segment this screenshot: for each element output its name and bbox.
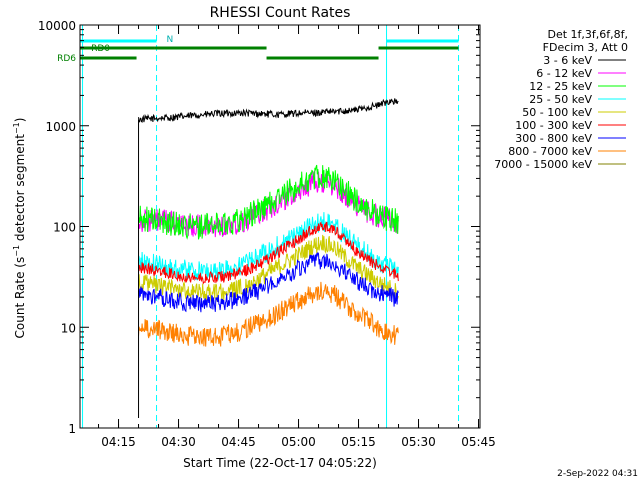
legend-label-2: 12 - 25 keV [529,80,592,93]
legend-label-6: 300 - 800 keV [515,132,592,145]
series-lines [138,98,399,418]
legend-label-4: 50 - 100 keV [522,106,592,119]
legend-label-0: 3 - 6 keV [543,54,592,67]
x-axis-label: Start Time (22-Oct-17 04:05:22) [183,456,377,470]
status-bars: N RD0 RD6 [57,35,459,64]
y-tick-label-4: 10000 [38,19,76,33]
status-rd6-label: RD6 [57,54,76,64]
series-line-2 [138,164,399,240]
x-tick-label-5: 05:30 [401,435,436,449]
legend-label-7: 800 - 7000 keV [508,145,592,158]
y-tick-label-3: 1000 [45,120,76,134]
x-tick-label-6: 05:45 [461,435,496,449]
legend-header-line-1: Det 1f,3f,6f,8f, [547,28,628,41]
series-line-6 [138,251,399,313]
x-tick-label-1: 04:30 [161,435,196,449]
x-tick-label-0: 04:15 [101,435,136,449]
axes: 1 10 100 1000 10000 04:15 04:30 04:45 05:00 05:15… [38,19,496,449]
status-rd0-label: RD0 [91,44,110,54]
status-night-label: N [167,35,174,45]
x-tick-label-3: 05:00 [281,435,316,449]
legend-label-3: 25 - 50 keV [529,93,592,106]
x-tick-label-2: 04:45 [221,435,256,449]
series-line-3 [138,212,399,281]
legend-header-line-2: FDecim 3, Att 0 [543,41,628,54]
y-tick-label-1: 10 [61,321,76,335]
y-tick-label-2: 100 [53,221,76,235]
x-tick-label-4: 05:15 [341,435,376,449]
legend-label-8: 7000 - 15000 keV [494,158,592,171]
legend: Det 1f,3f,6f,8f, FDecim 3, Att 0 3 - 6 k… [494,28,628,171]
y-axis-label: Count Rate (s−1 detector segment−1) [12,118,27,339]
chart-title: RHESSI Count Rates [210,5,351,21]
y-tick-label-0: 1 [68,422,76,436]
series-line-0 [138,98,399,123]
legend-label-1: 6 - 12 keV [536,67,592,80]
series-line-7 [138,281,399,347]
series-line-4 [138,234,399,303]
legend-label-5: 100 - 300 keV [515,119,592,132]
footer-date: 2-Sep-2022 04:31 [557,469,638,479]
series-line-5 [138,221,399,285]
